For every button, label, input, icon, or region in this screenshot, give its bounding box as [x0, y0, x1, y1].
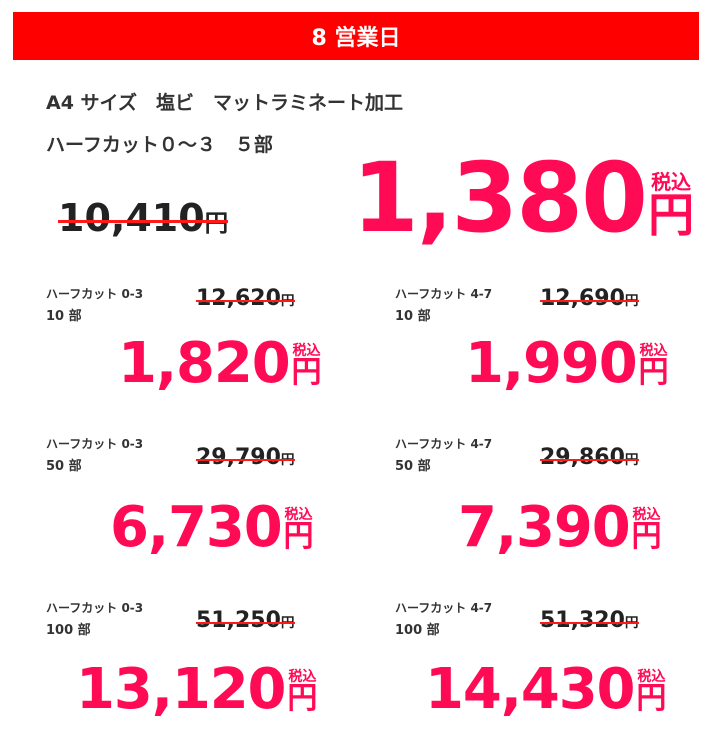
item-strike-line	[196, 299, 295, 302]
item-tax-label: 税込	[284, 507, 313, 523]
item-type: ハーフカット 0-3	[46, 287, 144, 301]
item-tax-label: 税込	[292, 343, 321, 359]
item-price-value: 1,990	[465, 331, 638, 396]
main-strike-line	[58, 220, 229, 224]
item-type: ハーフカット 0-3	[46, 601, 144, 615]
item-price-unit: 円	[287, 681, 318, 716]
item-original-value: 51,320	[540, 608, 625, 633]
item-strike-line	[196, 621, 295, 624]
main-price-unit: 円	[648, 188, 695, 242]
delivery-banner: 8 営業日	[13, 12, 699, 60]
main-price: 1,380 税込 円	[352, 150, 694, 246]
item-label: ハーフカット 0-3 10 部	[46, 285, 143, 324]
item-strike-line	[540, 299, 639, 302]
item-price-value: 13,120	[76, 657, 287, 722]
item-price: 7,390 税込 円	[458, 500, 662, 556]
item-qty: 50 部	[395, 459, 431, 474]
item-original-price: 12,690円	[540, 286, 639, 311]
item-original-price: 51,320円	[540, 608, 639, 633]
item-type: ハーフカット 4-7	[395, 287, 493, 301]
item-qty: 100 部	[395, 623, 440, 638]
item-price-value: 6,730	[110, 495, 283, 560]
item-qty: 10 部	[395, 309, 431, 324]
item-label: ハーフカット 0-3 50 部	[46, 435, 143, 474]
item-label: ハーフカット 4-7 10 部	[395, 285, 492, 324]
item-price-value: 7,390	[458, 495, 631, 560]
item-strike-line	[540, 458, 639, 461]
item-original-price: 29,790円	[196, 445, 295, 470]
item-tax-label: 税込	[637, 669, 666, 685]
main-tax-label: 税込	[651, 170, 692, 194]
item-price-unit: 円	[283, 519, 314, 554]
item-type: ハーフカット 0-3	[46, 437, 144, 451]
item-price: 6,730 税込 円	[110, 500, 314, 556]
item-price: 1,990 税込 円	[465, 336, 669, 392]
item-type: ハーフカット 4-7	[395, 601, 493, 615]
item-original-value: 29,790	[196, 445, 281, 470]
item-price-suffix: 税込 円	[287, 670, 317, 714]
item-price-suffix: 税込 円	[632, 508, 662, 552]
item-price: 14,430 税込 円	[425, 662, 666, 718]
item-price-suffix: 税込 円	[284, 508, 314, 552]
item-type: ハーフカット 4-7	[395, 437, 493, 451]
item-original-value: 12,620	[196, 286, 281, 311]
item-price-suffix: 税込 円	[292, 344, 322, 388]
item-price: 13,120 税込 円	[76, 662, 317, 718]
item-qty: 100 部	[46, 623, 91, 638]
item-price-suffix: 税込 円	[636, 670, 666, 714]
item-original-price: 51,250円	[196, 608, 295, 633]
item-label: ハーフカット 4-7 50 部	[395, 435, 492, 474]
item-tax-label: 税込	[288, 669, 317, 685]
item-price-unit: 円	[638, 355, 669, 390]
main-original-value: 10,410	[58, 196, 205, 240]
item-price-unit: 円	[636, 681, 667, 716]
item-qty: 50 部	[46, 459, 82, 474]
item-original-value: 12,690	[540, 286, 625, 311]
item-original-value: 29,860	[540, 445, 625, 470]
main-price-suffix: 税込 円	[648, 172, 694, 238]
item-strike-line	[196, 458, 295, 461]
item-price-unit: 円	[631, 519, 662, 554]
item-tax-label: 税込	[639, 343, 668, 359]
item-price: 1,820 税込 円	[118, 336, 322, 392]
item-label: ハーフカット 0-3 100 部	[46, 599, 143, 638]
item-original-price: 12,620円	[196, 286, 295, 311]
item-price-unit: 円	[291, 355, 322, 390]
item-price-value: 14,430	[425, 657, 636, 722]
spec-line-2: ハーフカット０～３ ５部	[46, 134, 273, 156]
spec-line-1: A4 サイズ 塩ビ マットラミネート加工	[46, 92, 403, 114]
item-strike-line	[540, 621, 639, 624]
item-tax-label: 税込	[632, 507, 661, 523]
item-price-value: 1,820	[118, 331, 291, 396]
item-original-price: 29,860円	[540, 445, 639, 470]
item-price-suffix: 税込 円	[639, 344, 669, 388]
item-original-value: 51,250	[196, 608, 281, 633]
main-original-price: 10,410円	[58, 196, 229, 240]
main-price-value: 1,380	[352, 142, 648, 254]
item-qty: 10 部	[46, 309, 82, 324]
item-label: ハーフカット 4-7 100 部	[395, 599, 492, 638]
banner-text: 8 営業日	[311, 26, 401, 51]
